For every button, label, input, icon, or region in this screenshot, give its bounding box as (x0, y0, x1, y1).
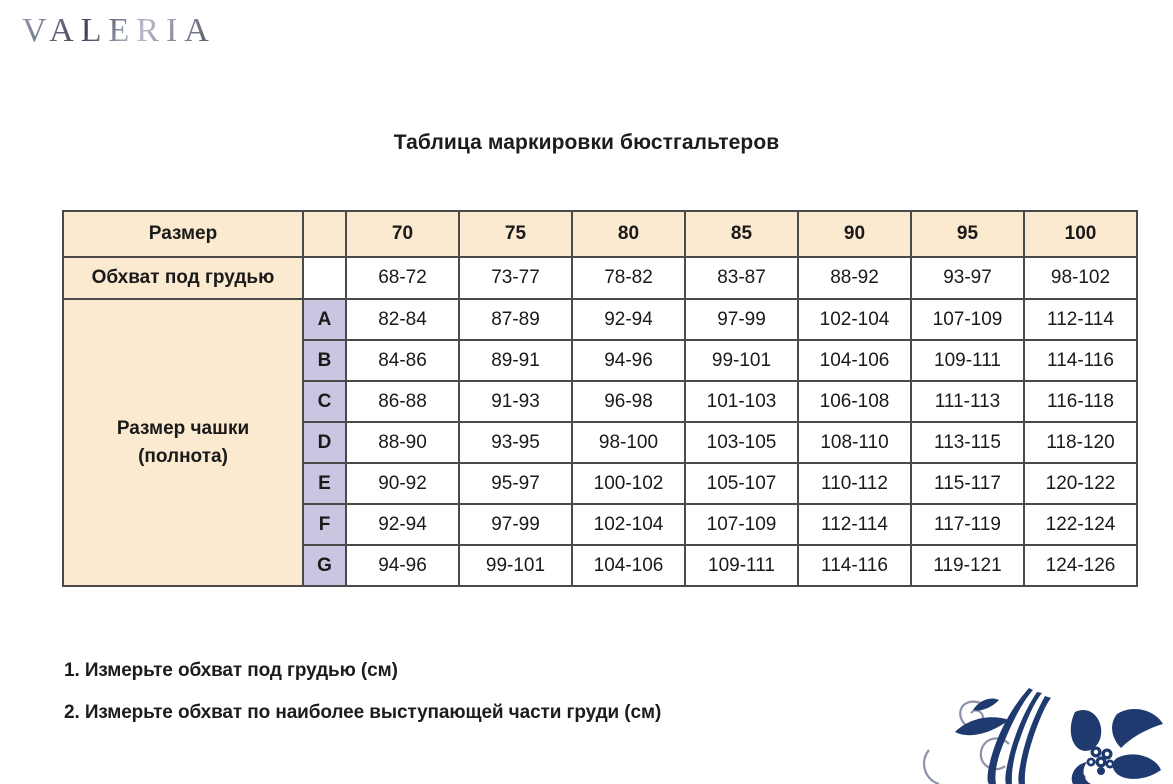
cup-letter-c: C (302, 380, 347, 423)
cell-a-95: 107-109 (910, 298, 1025, 341)
cell-g-75: 99-101 (458, 544, 573, 587)
cell-a-100: 112-114 (1023, 298, 1138, 341)
underbust-cell-70: 68-72 (345, 256, 460, 300)
table-row-underbust: Обхват под грудью 68-72 73-77 78-82 83-8… (62, 256, 1138, 300)
cell-c-80: 96-98 (571, 380, 686, 423)
cell-g-70: 94-96 (345, 544, 460, 587)
header-cell-size-label: Размер (62, 210, 304, 258)
cell-b-75: 89-91 (458, 339, 573, 382)
table-row-size-header: Размер 70 75 80 85 90 95 100 (62, 210, 1138, 258)
cell-f-70: 92-94 (345, 503, 460, 546)
underbust-cell-95: 93-97 (910, 256, 1025, 300)
cell-d-90: 108-110 (797, 421, 912, 464)
header-cell-cup-spacer (302, 210, 347, 258)
row-label-cup-size: Размер чашки (полнота) (62, 298, 304, 587)
cell-a-70: 82-84 (345, 298, 460, 341)
header-cell-size-95: 95 (910, 210, 1025, 258)
cell-c-70: 86-88 (345, 380, 460, 423)
cell-e-80: 100-102 (571, 462, 686, 505)
underbust-cup-spacer (302, 256, 347, 300)
cell-b-95: 109-111 (910, 339, 1025, 382)
cell-d-75: 93-95 (458, 421, 573, 464)
instruction-note-2: 2. Измерьте обхват по наиболее выступающ… (64, 702, 662, 723)
cell-c-100: 116-118 (1023, 380, 1138, 423)
cell-f-80: 102-104 (571, 503, 686, 546)
row-label-underbust: Обхват под грудью (62, 256, 304, 300)
cell-d-80: 98-100 (571, 421, 686, 464)
table-row-cup-d: D 88-90 93-95 98-100 103-105 108-110 113… (63, 421, 1138, 464)
cell-a-80: 92-94 (571, 298, 686, 341)
cell-c-85: 101-103 (684, 380, 799, 423)
underbust-cell-75: 73-77 (458, 256, 573, 300)
cell-e-85: 105-107 (684, 462, 799, 505)
cell-g-95: 119-121 (910, 544, 1025, 587)
cell-e-95: 115-117 (910, 462, 1025, 505)
underbust-cell-100: 98-102 (1023, 256, 1138, 300)
brand-logo: VALERIA (22, 12, 216, 49)
size-chart-container: Размер 70 75 80 85 90 95 100 Обхват под … (62, 210, 1138, 587)
cell-g-100: 124-126 (1023, 544, 1138, 587)
cup-label-line-2: (полнота) (138, 445, 228, 467)
cell-d-95: 113-115 (910, 421, 1025, 464)
underbust-cell-90: 88-92 (797, 256, 912, 300)
cup-letter-b: B (302, 339, 347, 382)
header-cell-size-75: 75 (458, 210, 573, 258)
cell-a-90: 102-104 (797, 298, 912, 341)
cell-d-100: 118-120 (1023, 421, 1138, 464)
cell-b-80: 94-96 (571, 339, 686, 382)
cell-e-90: 110-112 (797, 462, 912, 505)
cell-e-70: 90-92 (345, 462, 460, 505)
cell-b-90: 104-106 (797, 339, 912, 382)
header-cell-size-100: 100 (1023, 210, 1138, 258)
instruction-note-1: 1. Измерьте обхват под грудью (см) (64, 660, 398, 681)
cell-g-80: 104-106 (571, 544, 686, 587)
cup-letter-g: G (302, 544, 347, 587)
header-cell-size-80: 80 (571, 210, 686, 258)
cell-a-85: 97-99 (684, 298, 799, 341)
header-cell-size-85: 85 (684, 210, 799, 258)
header-cell-size-70: 70 (345, 210, 460, 258)
cell-g-85: 109-111 (684, 544, 799, 587)
cup-letter-f: F (302, 503, 347, 546)
table-row-cup-b: B 84-86 89-91 94-96 99-101 104-106 109-1… (63, 339, 1138, 382)
cell-c-75: 91-93 (458, 380, 573, 423)
cell-c-90: 106-108 (797, 380, 912, 423)
cell-f-85: 107-109 (684, 503, 799, 546)
cell-d-85: 103-105 (684, 421, 799, 464)
table-row-cup-a: Размер чашки (полнота) A 82-84 87-89 92-… (62, 298, 1138, 587)
cell-g-90: 114-116 (797, 544, 912, 587)
cell-f-75: 97-99 (458, 503, 573, 546)
size-table-body: Размер 70 75 80 85 90 95 100 Обхват под … (62, 210, 1138, 587)
cell-f-90: 112-114 (797, 503, 912, 546)
page-title: Таблица маркировки бюстгальтеров (393, 131, 780, 154)
cell-a-75: 87-89 (458, 298, 573, 341)
cell-c-95: 111-113 (910, 380, 1025, 423)
cell-e-75: 95-97 (458, 462, 573, 505)
cell-f-95: 117-119 (910, 503, 1025, 546)
table-row-cup-g: G 94-96 99-101 104-106 109-111 114-116 1… (63, 544, 1138, 587)
cell-d-70: 88-90 (345, 421, 460, 464)
cell-b-100: 114-116 (1023, 339, 1138, 382)
cell-b-70: 84-86 (345, 339, 460, 382)
cell-b-85: 99-101 (684, 339, 799, 382)
cup-label-line-1: Размер чашки (116, 417, 250, 439)
table-row-cup-f: F 92-94 97-99 102-104 107-109 112-114 11… (63, 503, 1138, 546)
cup-letter-e: E (302, 462, 347, 505)
underbust-cell-80: 78-82 (571, 256, 686, 300)
cup-letter-a: A (302, 298, 347, 341)
bra-size-table: Размер 70 75 80 85 90 95 100 Обхват под … (62, 210, 1138, 587)
cell-e-100: 120-122 (1023, 462, 1138, 505)
header-cell-size-90: 90 (797, 210, 912, 258)
cell-f-100: 122-124 (1023, 503, 1138, 546)
cup-letter-d: D (302, 421, 347, 464)
table-row-cup-e: E 90-92 95-97 100-102 105-107 110-112 11… (63, 462, 1138, 505)
underbust-cell-85: 83-87 (684, 256, 799, 300)
table-row-cup-c: C 86-88 91-93 96-98 101-103 106-108 111-… (63, 380, 1138, 423)
measurement-instructions: 1. Измерьте обхват под грудью (см) 2. Из… (64, 660, 964, 744)
